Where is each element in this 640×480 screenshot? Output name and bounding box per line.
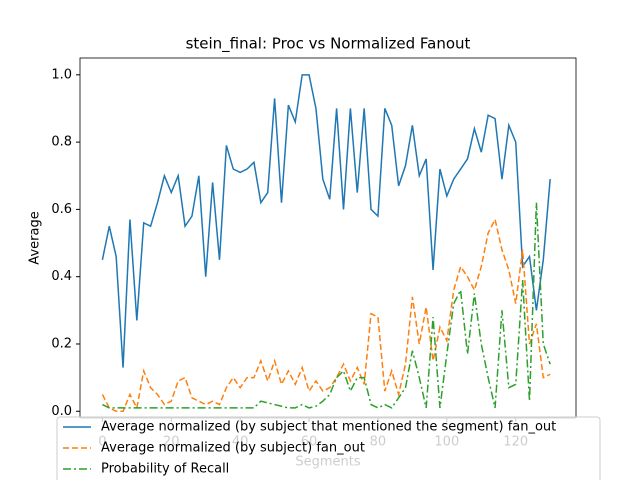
y-tick-label: 1.0 [51, 67, 72, 82]
legend: Average normalized (by subject that ment… [56, 416, 601, 480]
chart-title: stein_final: Proc vs Normalized Fanout [186, 35, 471, 54]
y-tick-label: 0.2 [51, 336, 72, 351]
y-axis-label: Average [28, 211, 43, 264]
y-tick-label: 0.0 [51, 404, 72, 419]
data-line [101, 217, 551, 413]
legend-label: Probability of Recall [101, 462, 229, 477]
legend-label: Average normalized (by subject that ment… [101, 420, 556, 435]
legend-label: Average normalized (by subject) fan_out [101, 441, 365, 456]
y-tick-label: 0.4 [51, 269, 72, 284]
legend-box [56, 416, 601, 480]
y-tick-label: 0.6 [51, 202, 72, 217]
data-line [101, 74, 551, 368]
data-line [102, 202, 551, 409]
y-tick-label: 0.8 [51, 135, 72, 150]
plot-frame [79, 57, 577, 419]
